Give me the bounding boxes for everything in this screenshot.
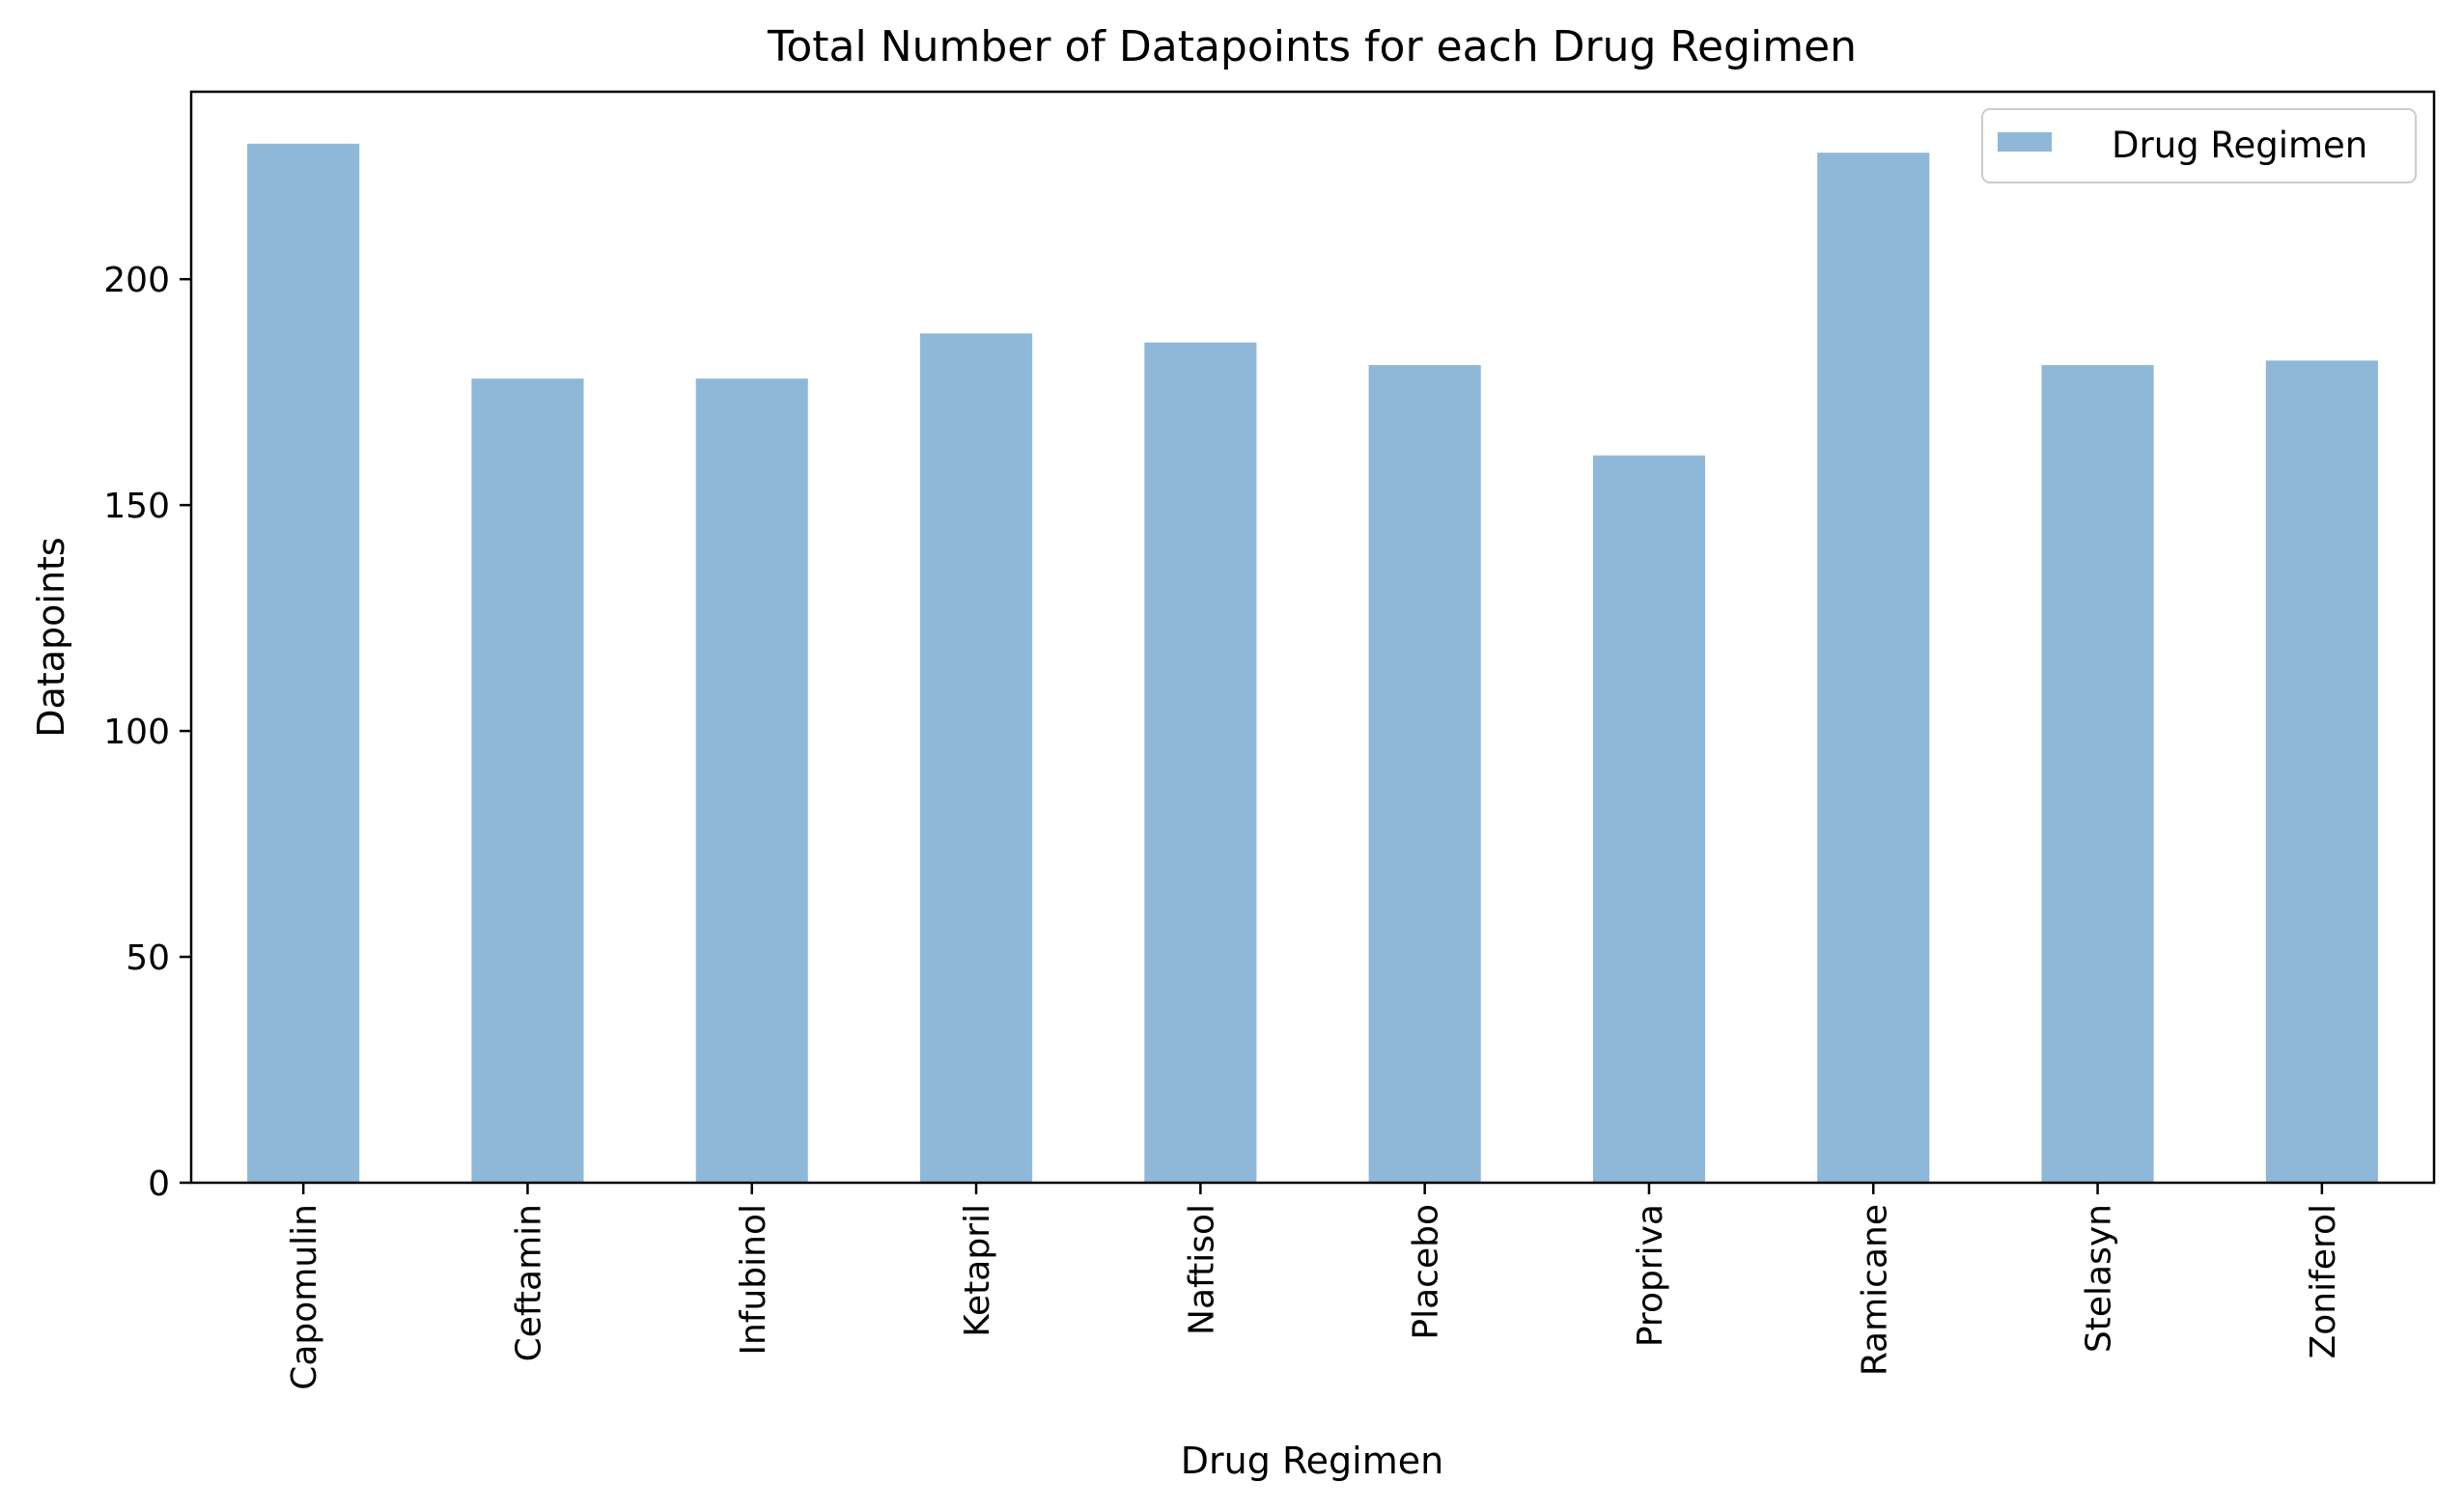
- bars-layer: [247, 143, 2378, 1184]
- x-axis-label: Drug Regimen: [1181, 1440, 1443, 1482]
- chart-title: Total Number of Datapoints for each Drug…: [767, 22, 1857, 71]
- x-tick-label-zoniferol: Zoniferol: [2304, 1204, 2343, 1358]
- x-tick-label-propriva: Propriva: [1631, 1204, 1670, 1347]
- legend-box: [1981, 108, 2417, 183]
- y-tick-label: 150: [103, 487, 170, 526]
- bar-ketapril: [919, 333, 1033, 1184]
- y-axis-label: Datapoints: [30, 537, 72, 737]
- y-tick-label: 0: [148, 1164, 170, 1204]
- bar-placebo: [1368, 365, 1481, 1184]
- y-tick-label: 200: [103, 261, 170, 300]
- bar-infubinol: [695, 378, 808, 1183]
- bar-capomulin: [247, 143, 360, 1183]
- legend-swatch: [1998, 132, 2052, 152]
- y-axis: 0 50 100 150 200: [103, 261, 191, 1204]
- bar-ramicane: [1817, 153, 1930, 1183]
- y-tick-label: 50: [126, 938, 170, 978]
- x-tick-label-ketapril: Ketapril: [958, 1204, 997, 1337]
- legend: Drug Regimen: [1981, 108, 2417, 183]
- bar-propriva: [1592, 455, 1706, 1183]
- bar-stelasyn: [2041, 365, 2154, 1184]
- x-tick-label-placebo: Placebo: [1407, 1204, 1446, 1340]
- x-tick-label-naftisol: Naftisol: [1182, 1204, 1221, 1335]
- legend-label: Drug Regimen: [2112, 125, 2367, 166]
- x-tick-label-stelasyn: Stelasyn: [2080, 1204, 2119, 1353]
- x-axis: Capomulin Ceftamin Infubinol Ketapril Naftis…: [285, 1183, 2343, 1390]
- bar-ceftamin: [471, 378, 584, 1183]
- bar-naftisol: [1144, 342, 1257, 1183]
- bar-zoniferol: [2265, 360, 2378, 1183]
- x-tick-label-infubinol: Infubinol: [734, 1204, 773, 1356]
- plot-frame: [189, 90, 2436, 1185]
- x-tick-label-ceftamin: Ceftamin: [509, 1204, 548, 1361]
- x-tick-label-capomulin: Capomulin: [285, 1204, 324, 1390]
- y-tick-label: 100: [103, 713, 170, 752]
- x-tick-label-ramicane: Ramicane: [1855, 1204, 1894, 1376]
